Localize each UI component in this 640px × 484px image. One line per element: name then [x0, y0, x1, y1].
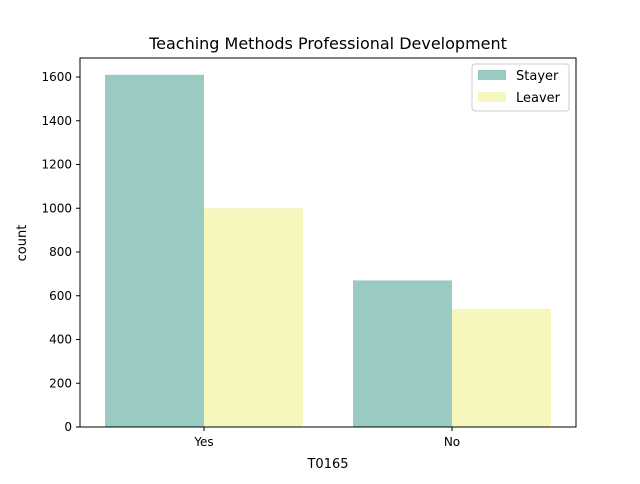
plot-frame [79, 57, 577, 428]
y-tick-label: 600 [49, 289, 72, 303]
legend-label-stayer: Stayer [516, 69, 559, 84]
y-tick-label: 0 [64, 420, 72, 434]
bar-leaver-no [452, 308, 551, 427]
bar-leaver-yes [204, 208, 303, 427]
y-tick-label: 200 [49, 376, 72, 390]
legend-swatch-leaver [478, 92, 506, 102]
y-tick-label: 1200 [41, 158, 72, 172]
axes-layer: 0 200 400 600 800 1000 1200 1400 1600 Yes No [41, 57, 577, 449]
y-tick-label: 1400 [41, 114, 72, 128]
legend-label-leaver: Leaver [516, 91, 561, 106]
bar-stayer-yes [105, 74, 204, 427]
x-tick-label: Yes [193, 435, 213, 449]
y-tick-label: 800 [49, 245, 72, 259]
chart-title: Teaching Methods Professional Developmen… [148, 34, 507, 53]
y-tick-label: 1000 [41, 201, 72, 215]
y-tick-label: 400 [49, 333, 72, 347]
legend-swatch-stayer [478, 70, 506, 80]
legend: Stayer Leaver [471, 63, 570, 112]
bar-stayer-no [353, 280, 452, 427]
x-axis-label: T0165 [306, 457, 348, 472]
y-axis-label: count [15, 225, 30, 262]
x-tick-label: No [444, 435, 460, 449]
y-tick-label: 1600 [41, 70, 72, 84]
bars-layer [105, 74, 551, 427]
